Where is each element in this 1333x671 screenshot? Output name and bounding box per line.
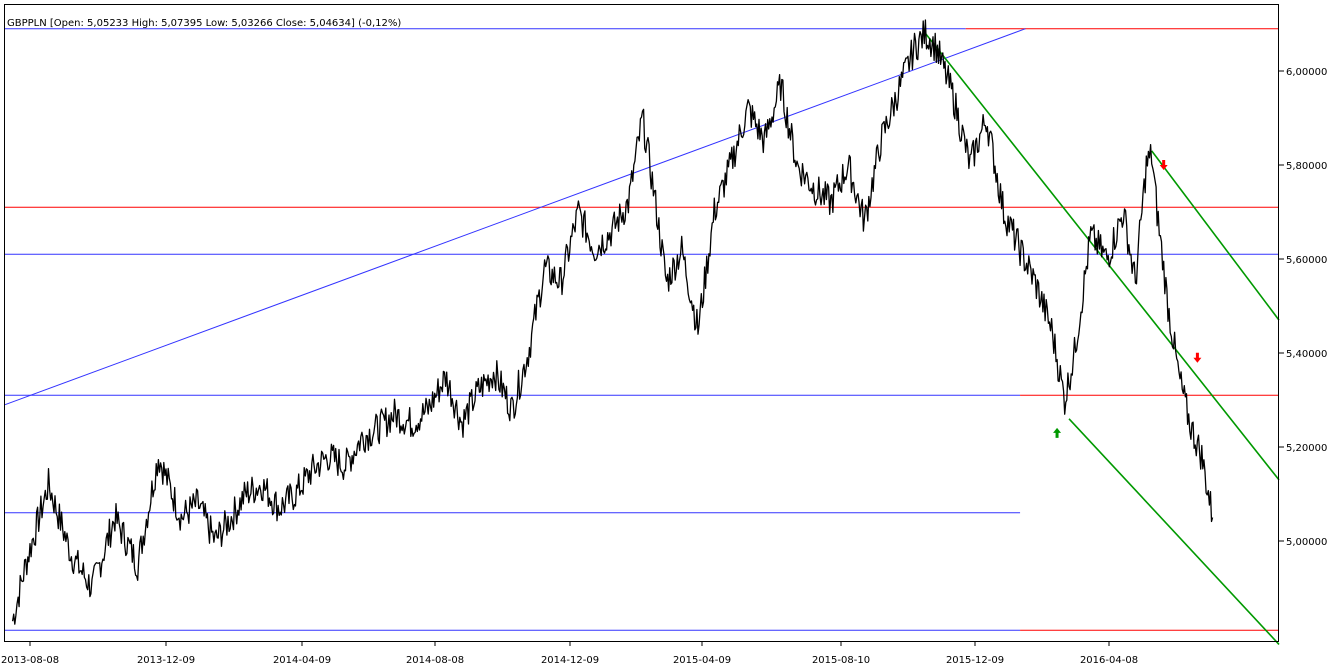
x-tick-label: 2015-12-09 xyxy=(946,655,1004,666)
y-tick-label: 6,00000 xyxy=(1286,67,1327,78)
x-axis: 2013-08-08 2013-12-09 2014-04-09 2014-08-08… xyxy=(1,641,1138,666)
trend-line xyxy=(4,28,1026,406)
x-tick-label: 2016-04-08 xyxy=(1080,655,1138,666)
x-tick-label: 2014-04-09 xyxy=(273,655,331,666)
x-tick-label: 2013-08-08 xyxy=(1,655,59,666)
trend-lines xyxy=(4,28,1280,645)
x-tick-label: 2014-12-09 xyxy=(541,655,599,666)
y-axis: 6,00000 5,80000 5,60000 5,40000 5,20000 5,000… xyxy=(1279,67,1327,548)
chart-title: GBPPLN [Open: 5,05233 High: 5,07395 Low:… xyxy=(7,18,401,29)
x-tick-label: 2013-12-09 xyxy=(137,655,195,666)
y-tick-label: 5,80000 xyxy=(1286,161,1327,172)
trend-line xyxy=(1151,150,1280,321)
price-line xyxy=(11,19,1214,625)
x-tick-label: 2015-08-10 xyxy=(812,655,870,666)
trend-line xyxy=(1068,418,1280,645)
y-tick-label: 5,40000 xyxy=(1286,349,1327,360)
y-tick-label: 5,60000 xyxy=(1286,255,1327,266)
x-tick-label: 2014-08-08 xyxy=(406,655,464,666)
plot-border xyxy=(4,4,1279,642)
y-tick-label: 5,00000 xyxy=(1286,537,1327,548)
arrow-up-icon xyxy=(1053,427,1062,438)
x-tick-label: 2015-04-09 xyxy=(673,655,731,666)
price-series xyxy=(11,19,1214,625)
arrow-down-icon xyxy=(1193,352,1202,363)
y-tick-label: 5,20000 xyxy=(1286,443,1327,454)
arrow-down-icon xyxy=(1159,160,1168,170)
signal-markers xyxy=(1053,160,1202,438)
